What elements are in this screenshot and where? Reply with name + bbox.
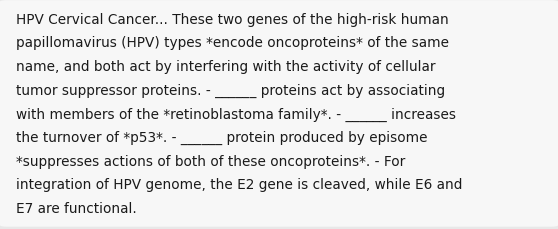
Text: tumor suppressor proteins. - ______ proteins act by associating: tumor suppressor proteins. - ______ prot… [16,83,445,97]
Text: E7 are functional.: E7 are functional. [16,201,136,215]
Text: HPV Cervical Cancer... These two genes of the high-risk human: HPV Cervical Cancer... These two genes o… [16,13,449,27]
Text: *suppresses actions of both of these oncoproteins*. - For: *suppresses actions of both of these onc… [16,154,405,168]
Text: integration of HPV genome, the E2 gene is cleaved, while E6 and: integration of HPV genome, the E2 gene i… [16,178,462,192]
Text: with members of the *retinoblastoma family*. - ______ increases: with members of the *retinoblastoma fami… [16,107,456,121]
Text: papillomavirus (HPV) types *encode oncoproteins* of the same: papillomavirus (HPV) types *encode oncop… [16,36,449,50]
Text: name, and both act by interfering with the activity of cellular: name, and both act by interfering with t… [16,60,435,74]
Text: the turnover of *p53*. - ______ protein produced by episome: the turnover of *p53*. - ______ protein … [16,131,427,144]
